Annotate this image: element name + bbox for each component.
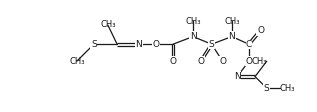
- Text: O: O: [219, 57, 226, 66]
- Text: O: O: [257, 26, 264, 35]
- Text: N: N: [229, 32, 235, 41]
- Text: O: O: [152, 40, 159, 49]
- Text: CH₃: CH₃: [100, 20, 116, 29]
- Text: CH₃: CH₃: [224, 17, 240, 26]
- Text: S: S: [91, 40, 97, 49]
- Text: N: N: [190, 32, 197, 41]
- Text: S: S: [209, 40, 215, 49]
- Text: CH₃: CH₃: [185, 17, 201, 26]
- Text: N: N: [234, 72, 241, 81]
- Text: O: O: [169, 57, 177, 66]
- Text: O: O: [197, 57, 204, 66]
- Text: N: N: [135, 40, 142, 49]
- Text: CH₃: CH₃: [251, 57, 267, 66]
- Text: C: C: [246, 40, 252, 49]
- Text: CH₃: CH₃: [280, 84, 295, 93]
- Text: O: O: [245, 57, 252, 66]
- Text: CH₃: CH₃: [69, 57, 85, 66]
- Text: S: S: [264, 84, 269, 93]
